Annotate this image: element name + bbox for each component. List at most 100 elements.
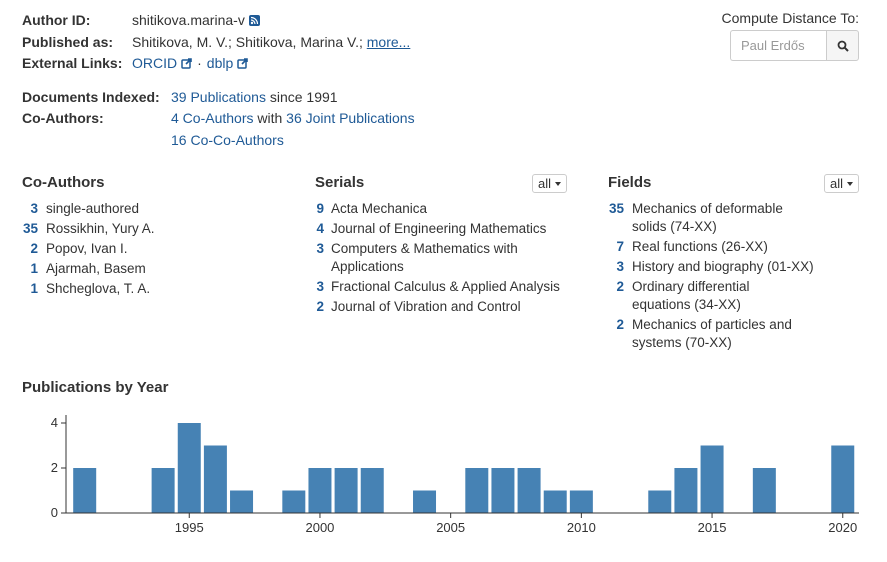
chart-bar[interactable] xyxy=(308,468,332,513)
chart-bar[interactable] xyxy=(282,490,306,514)
item-count[interactable]: 7 xyxy=(616,239,624,254)
list-item: 2 Journal of Vibration and Control xyxy=(315,298,560,316)
item-count[interactable]: 9 xyxy=(316,201,324,216)
serial-name-link[interactable]: Fractional Calculus & Applied Analysis xyxy=(331,278,560,296)
chart-bar[interactable] xyxy=(73,468,97,513)
chart-bar[interactable] xyxy=(674,468,698,513)
x-tick-label: 1995 xyxy=(175,520,204,535)
serial-name-link[interactable]: Journal of Vibration and Control xyxy=(331,298,521,316)
serials-filter-value: all xyxy=(537,176,551,191)
item-count[interactable]: 3 xyxy=(316,241,324,256)
list-item: 2 Mechanics of particles and systems (70-X… xyxy=(608,316,814,352)
chart-bar[interactable] xyxy=(230,490,254,514)
chart-bar[interactable] xyxy=(569,490,593,514)
coauthor-name-link[interactable]: Popov, Ivan I. xyxy=(46,241,128,256)
cocoauthors-link[interactable]: 16 Co-Co-Authors xyxy=(171,132,284,148)
item-count[interactable]: 2 xyxy=(616,279,624,294)
compute-distance-input[interactable] xyxy=(730,30,826,61)
item-count[interactable]: 2 xyxy=(616,317,624,332)
item-count[interactable]: 2 xyxy=(30,241,38,256)
chart-bar[interactable] xyxy=(700,445,724,514)
item-count[interactable]: 1 xyxy=(30,261,38,276)
fields-panel: Fields all 35 Mechanics of deformable soli… xyxy=(608,172,859,350)
chart-bar[interactable] xyxy=(517,468,541,513)
x-tick-label: 2020 xyxy=(828,520,857,535)
list-item: 1 Shcheglova, T. A. xyxy=(22,280,155,298)
chart-bar[interactable] xyxy=(543,490,567,514)
published-as-label: Published as: xyxy=(22,34,114,50)
external-link-icon xyxy=(181,57,192,69)
item-count[interactable]: 3 xyxy=(30,201,38,216)
coauthors-link[interactable]: 4 Co-Authors xyxy=(171,110,254,126)
external-links-label: External Links: xyxy=(22,55,123,71)
author-id-value: shitikova.marina-v xyxy=(132,10,260,30)
list-item: 7 Real functions (26-XX) xyxy=(608,238,814,256)
chart-title: Publications by Year xyxy=(22,379,169,396)
more-names-link[interactable]: more... xyxy=(366,34,411,50)
list-item: 2 Popov, Ivan I. xyxy=(22,240,155,258)
coauthors-title: Co-Authors xyxy=(22,174,105,191)
fields-filter-dropdown[interactable]: all xyxy=(823,174,859,193)
item-count[interactable]: 2 xyxy=(316,299,324,314)
external-links-value: ORCID · dblp xyxy=(132,53,249,73)
serial-name: Acta Mechanica xyxy=(331,201,428,216)
item-count[interactable]: 1 xyxy=(30,281,38,296)
rss-feed-icon[interactable] xyxy=(248,14,260,26)
list-item: 3 single-authored xyxy=(22,200,155,218)
coauthors-summary-label: Co-Authors: xyxy=(22,110,104,126)
dblp-link[interactable]: dblp xyxy=(206,55,234,71)
author-id-text: shitikova.marina-v xyxy=(132,12,245,28)
x-tick-label: 2000 xyxy=(305,520,334,535)
chart-bar[interactable] xyxy=(752,468,776,513)
chart-bar[interactable] xyxy=(360,468,384,513)
serial-name: Journal of Vibration and Control xyxy=(331,299,521,314)
joint-publications-link[interactable]: 36 Joint Publications xyxy=(286,110,415,126)
chart-bar[interactable] xyxy=(177,423,201,513)
item-count[interactable]: 3 xyxy=(316,279,324,294)
chart-bar[interactable] xyxy=(831,445,855,514)
fields-list: 35 Mechanics of deformable solids (74-XX) … xyxy=(608,200,814,354)
chart-bar[interactable] xyxy=(203,445,227,514)
chart-bar[interactable] xyxy=(648,490,672,514)
field-name: Ordinary differential xyxy=(632,279,750,294)
since-text: since 1991 xyxy=(269,89,338,105)
orcid-link[interactable]: ORCID xyxy=(132,55,178,71)
item-count[interactable]: 35 xyxy=(22,221,38,236)
compute-distance-button[interactable] xyxy=(826,30,859,61)
chart-bar[interactable] xyxy=(465,468,489,513)
coauthor-name-link[interactable]: Rossikhin, Yury A. xyxy=(46,221,155,236)
coauthor-name-link[interactable]: Shcheglova, T. A. xyxy=(46,281,151,296)
coauthor-name-link[interactable]: Ajarmah, Basem xyxy=(46,261,146,276)
chart-bar[interactable] xyxy=(491,468,515,513)
serial-name-link[interactable]: Acta Mechanica xyxy=(331,200,427,218)
chart-bar[interactable] xyxy=(334,468,358,513)
publications-link[interactable]: 39 Publications xyxy=(171,89,266,105)
chart-bar[interactable] xyxy=(413,490,437,514)
x-tick-label: 2005 xyxy=(436,520,465,535)
item-count[interactable]: 4 xyxy=(316,221,324,236)
serial-name-link[interactable]: Computers & Mathematics with Applications xyxy=(331,240,518,276)
list-item: 1 Ajarmah, Basem xyxy=(22,260,155,278)
field-name-link[interactable]: History and biography (01-XX) xyxy=(632,258,814,276)
link-separator: · xyxy=(197,55,202,71)
serial-name: Journal of Engineering Mathematics xyxy=(331,221,547,236)
serials-list: 9 Acta Mechanica 4 Journal of Engineering … xyxy=(315,200,560,318)
field-name-link[interactable]: Mechanics of deformable solids (74-XX) xyxy=(632,200,783,236)
item-count[interactable]: 35 xyxy=(608,201,624,216)
serial-name: Fractional Calculus & Applied Analysis xyxy=(331,279,560,294)
item-count[interactable]: 3 xyxy=(616,259,624,274)
x-tick-label: 2015 xyxy=(698,520,727,535)
x-tick-label: 2010 xyxy=(567,520,596,535)
field-name-link[interactable]: Real functions (26-XX) xyxy=(632,238,768,256)
field-name-link[interactable]: Mechanics of particles and systems (70-XX… xyxy=(632,316,792,352)
serial-name-link[interactable]: Journal of Engineering Mathematics xyxy=(331,220,546,238)
chart-bar[interactable] xyxy=(151,468,175,513)
published-as-value: Shitikova, M. V.; Shitikova, Marina V.; … xyxy=(132,32,410,52)
serials-filter-dropdown[interactable]: all xyxy=(531,174,567,193)
field-name-link[interactable]: Ordinary differential equations (34-XX) xyxy=(632,278,750,314)
field-name-cont: equations (34-XX) xyxy=(632,297,741,312)
serial-name-cont: Applications xyxy=(331,259,404,274)
y-tick-label: 4 xyxy=(51,415,58,430)
with-text: with xyxy=(257,110,283,126)
